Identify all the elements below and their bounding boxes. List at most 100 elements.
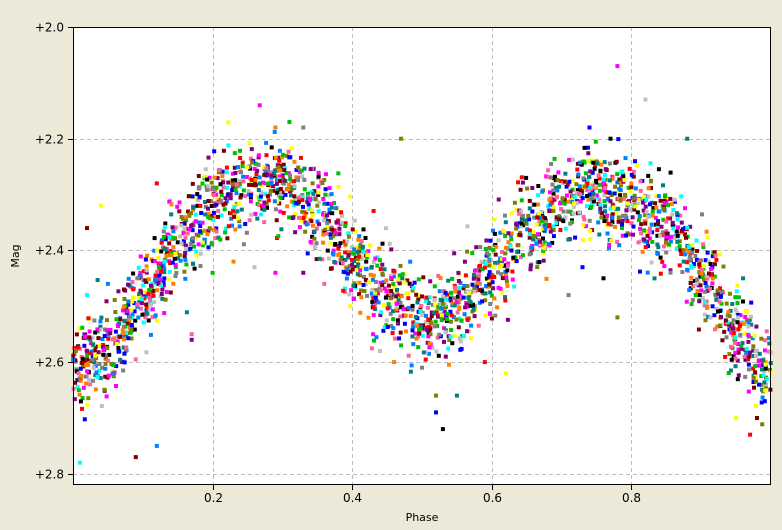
data-point	[155, 269, 160, 274]
data-point	[439, 313, 444, 318]
data-point	[728, 308, 733, 313]
data-point	[603, 204, 607, 209]
data-point	[93, 387, 98, 392]
data-point	[280, 181, 285, 186]
data-point	[301, 270, 306, 275]
data-point	[386, 283, 391, 288]
data-point	[487, 270, 492, 275]
data-point	[552, 156, 557, 161]
data-point	[265, 172, 270, 177]
data-point	[736, 342, 741, 346]
data-point	[396, 277, 401, 282]
data-point	[414, 292, 419, 297]
data-point	[719, 314, 723, 319]
data-point	[541, 248, 546, 253]
data-point	[703, 281, 708, 285]
data-point	[700, 274, 705, 279]
data-point	[401, 307, 406, 312]
data-point	[175, 204, 180, 209]
data-point	[199, 211, 204, 215]
data-point	[363, 250, 368, 255]
data-point	[87, 378, 91, 382]
data-point	[265, 205, 269, 210]
data-point	[262, 172, 267, 177]
data-point	[694, 238, 699, 243]
data-point	[767, 341, 772, 346]
data-point	[612, 191, 617, 196]
data-point	[671, 226, 676, 231]
data-point	[492, 296, 497, 301]
data-point	[297, 215, 301, 220]
data-point	[136, 315, 141, 320]
data-point	[579, 162, 584, 167]
data-point	[536, 184, 541, 188]
data-point	[666, 216, 671, 221]
data-point	[582, 145, 587, 150]
data-point	[354, 245, 359, 250]
data-point	[554, 215, 559, 220]
data-point	[476, 273, 481, 278]
data-point	[317, 222, 321, 227]
data-point	[423, 299, 428, 304]
data-point	[226, 224, 231, 229]
data-point	[615, 239, 620, 244]
data-point	[262, 207, 267, 212]
data-point	[163, 297, 168, 302]
data-point	[346, 253, 351, 257]
data-point	[138, 270, 143, 275]
data-point	[736, 313, 741, 317]
data-point	[442, 339, 446, 344]
data-point	[365, 253, 370, 258]
data-point	[598, 202, 603, 207]
data-point	[602, 199, 607, 203]
data-point	[79, 360, 84, 365]
data-point	[733, 307, 738, 312]
data-point	[707, 271, 711, 276]
data-point	[491, 228, 495, 233]
data-point	[551, 188, 556, 193]
data-point	[714, 257, 719, 262]
data-point	[664, 229, 669, 233]
data-point	[205, 232, 210, 237]
data-point	[761, 373, 766, 378]
data-point	[432, 284, 437, 289]
data-point	[527, 232, 532, 237]
data-point	[708, 315, 713, 320]
data-point	[282, 168, 287, 173]
data-point	[616, 219, 621, 224]
data-point	[527, 235, 532, 240]
data-point	[705, 250, 710, 255]
data-point	[359, 239, 364, 244]
data-point	[755, 416, 759, 420]
data-point	[301, 216, 306, 221]
data-point	[329, 205, 334, 210]
data-point	[548, 190, 552, 195]
data-point	[282, 178, 287, 183]
data-point	[438, 297, 443, 302]
data-point	[329, 202, 333, 207]
data-point	[187, 213, 192, 218]
data-point	[164, 253, 169, 258]
data-point	[289, 179, 294, 184]
data-point	[485, 251, 489, 256]
data-point	[256, 162, 261, 167]
data-point	[245, 175, 250, 179]
data-point	[275, 177, 279, 182]
axis-ticks: 0.2 0.4 0.6 0.8+2.0+2.2+2.4+2.6+2.8	[35, 21, 641, 506]
data-point	[636, 198, 641, 202]
data-point	[243, 222, 248, 226]
data-point	[515, 250, 520, 255]
data-point	[414, 322, 419, 326]
data-point	[656, 251, 660, 256]
data-point	[139, 296, 144, 301]
data-point	[169, 212, 174, 217]
data-point	[273, 125, 278, 130]
data-point	[276, 155, 280, 160]
data-point	[749, 300, 754, 305]
data-point	[698, 258, 703, 263]
data-point	[472, 272, 476, 277]
data-point	[126, 299, 131, 304]
data-point	[345, 239, 350, 244]
data-point	[143, 278, 148, 283]
data-point	[292, 196, 297, 201]
